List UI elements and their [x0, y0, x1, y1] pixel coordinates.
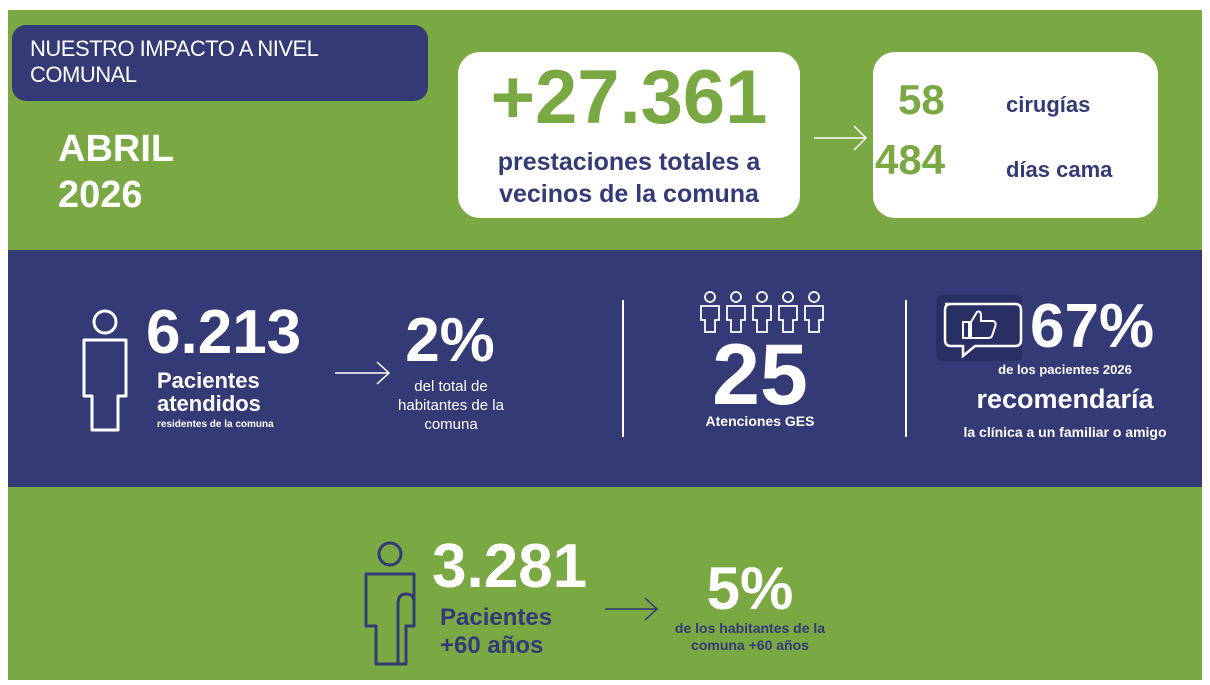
arrow	[605, 597, 659, 621]
item-label: días cama	[1006, 157, 1113, 182]
totals-box	[458, 52, 800, 218]
arrow	[335, 361, 391, 385]
totals-label: prestaciones totales a vecinos de la com…	[497, 148, 761, 208]
seniors-label: Pacientes +60 años	[440, 604, 553, 659]
totals-value: +27.361	[490, 55, 768, 140]
divider	[905, 300, 907, 437]
bottom-band	[8, 487, 1202, 680]
title-box	[12, 25, 428, 101]
seniors-share-value: 5%	[706, 555, 794, 622]
seniors-value: 3.281	[432, 532, 588, 601]
item-value: 58	[898, 76, 945, 123]
recommend-line1: de los pacientes 2026	[998, 362, 1132, 377]
items-box	[873, 52, 1158, 218]
ges-value: 25	[712, 327, 808, 423]
people-icon	[700, 291, 824, 333]
period: ABRIL 2026	[58, 128, 174, 216]
recommend-value: 67%	[1030, 292, 1155, 361]
patients-value: 6.213	[146, 298, 302, 367]
divider	[622, 300, 624, 437]
person-icon	[82, 309, 128, 432]
senior-icon	[364, 541, 416, 666]
seniors-share-label: de los habitantes de la comuna +60 años	[674, 620, 826, 653]
title: NUESTRO IMPACTO A NIVEL COMUNAL	[30, 36, 318, 87]
recommend-line2: recomendaría	[976, 384, 1154, 414]
item-label: cirugías	[1006, 92, 1091, 117]
patients-share-value: 2%	[405, 306, 495, 375]
ges-label: Atenciones GES	[705, 413, 815, 429]
middle-band	[8, 250, 1202, 487]
patients-sublabel: residentes de la comuna	[157, 419, 274, 430]
recommend-line3: la clínica a un familiar o amigo	[963, 424, 1167, 440]
item-value: 484	[875, 136, 946, 183]
thumbs-icon	[936, 295, 1023, 361]
patients-share-label: del total de habitantes de la comuna	[398, 378, 504, 433]
arrow	[814, 125, 868, 151]
patients-label: Pacientes atendidos	[157, 368, 261, 416]
